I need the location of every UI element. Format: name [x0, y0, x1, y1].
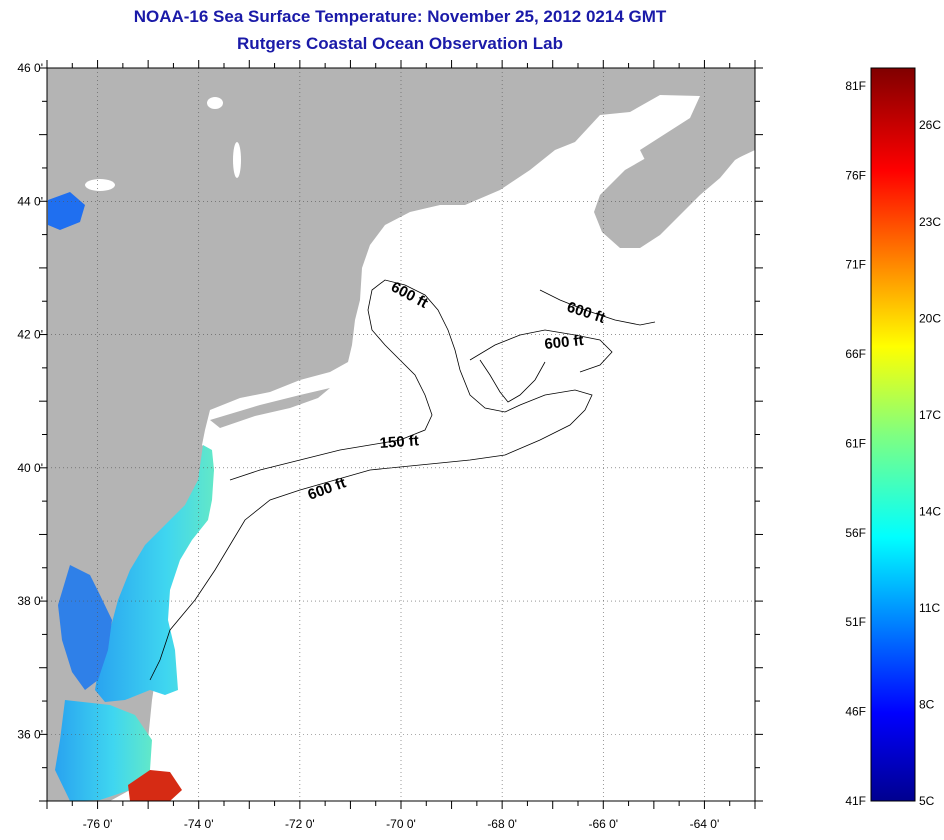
colorbar-label-c: 23C	[919, 215, 941, 229]
colorbar-label-f: 61F	[845, 436, 866, 450]
contour-label: 150 ft	[379, 432, 419, 452]
lon-tick-label: -64 0'	[690, 817, 720, 831]
lon-tick-label: -70 0'	[386, 817, 416, 831]
lat-tick-label: 42 0'	[17, 328, 43, 342]
land-nova-scotia	[594, 112, 752, 248]
lake	[85, 179, 115, 191]
colorbar-label-c: 17C	[919, 408, 941, 422]
bathymetry-contour	[479, 359, 546, 403]
contour-label: 600 ft	[544, 332, 585, 353]
bathymetry-contour	[149, 279, 593, 681]
colorbar-label-c: 14C	[919, 504, 941, 518]
colorbar-label-c: 20C	[919, 311, 941, 325]
lake	[233, 142, 241, 178]
colorbar-label-f: 76F	[845, 168, 866, 182]
map-title: NOAA-16 Sea Surface Temperature: Novembe…	[133, 7, 667, 26]
lon-tick-label: -68 0'	[487, 817, 517, 831]
lon-tick-label: -76 0'	[83, 817, 113, 831]
colorbar-label-f: 81F	[845, 79, 866, 93]
lon-tick-label: -72 0'	[285, 817, 315, 831]
map-axes: -76 0' -74 0' -72 0' -70 0' -68 0' -66 0' -64 …	[17, 60, 763, 831]
lake	[207, 97, 223, 109]
lat-tick-label: 44 0'	[17, 194, 43, 208]
colorbar-label-c: 5C	[919, 794, 935, 808]
bathymetry-contour	[469, 329, 613, 373]
lat-tick-label: 40 0'	[17, 461, 43, 475]
colorbar-label-c: 8C	[919, 697, 935, 711]
colorbar-label-c: 11C	[919, 601, 940, 615]
lat-tick-label: 46 0'	[17, 61, 43, 75]
lat-tick-label: 38 0'	[17, 594, 43, 608]
colorbar-label-f: 71F	[845, 258, 866, 272]
colorbar-label-c: 26C	[919, 118, 941, 132]
lon-tick-label: -74 0'	[184, 817, 214, 831]
land-long-island	[210, 388, 330, 428]
lon-tick-label: -66 0'	[588, 817, 618, 831]
sst-chesapeake-arms	[58, 565, 112, 690]
colorbar	[870, 67, 916, 802]
colorbar-label-f: 66F	[845, 347, 866, 361]
colorbar-label-f: 51F	[845, 615, 866, 629]
land-mainland	[47, 68, 755, 801]
sst-pamlico-sound	[55, 700, 152, 801]
sst-warm-patch	[128, 770, 182, 801]
lat-tick-label: 36 0'	[17, 727, 43, 741]
colorbar-label-f: 41F	[845, 794, 866, 808]
sst-delaware-bay	[95, 445, 214, 702]
map-subtitle: Rutgers Coastal Ocean Observation Lab	[237, 34, 563, 53]
colorbar-label-f: 56F	[845, 526, 866, 540]
colorbar-label-f: 46F	[845, 705, 866, 719]
bathymetry-contour	[539, 289, 656, 326]
colorbar-labels: 81F 76F 71F 66F 61F 56F 51F 46F 41F 26C 23C 20C 17C 1…	[845, 79, 941, 808]
